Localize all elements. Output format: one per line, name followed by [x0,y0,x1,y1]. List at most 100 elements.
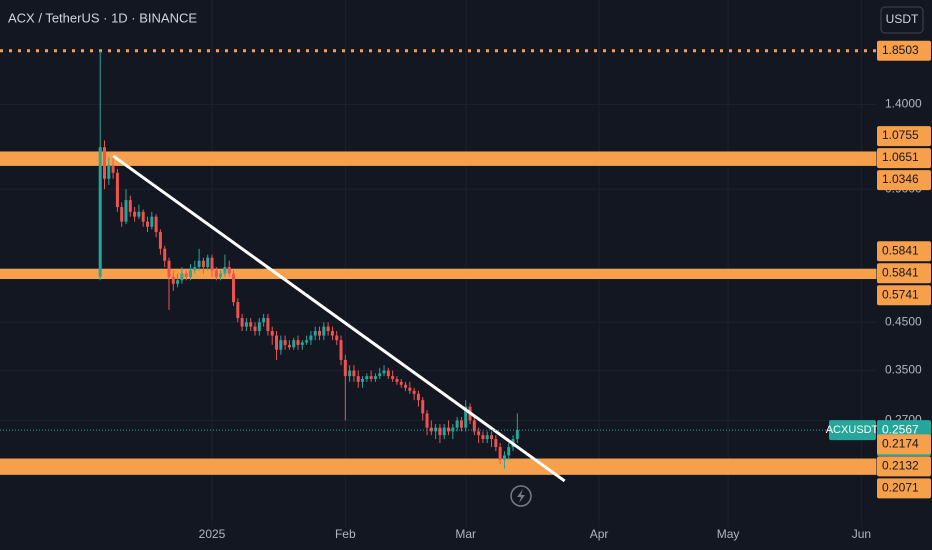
level-label: 1.0651 [882,150,919,164]
icon-circle[interactable] [510,485,532,507]
candle-body [507,447,511,456]
x-tick-label: Mar [455,527,476,541]
candle-body [210,257,214,271]
icon-bolt[interactable] [517,489,525,503]
y-tick-label: 0.4500 [885,314,922,328]
candle-body [352,370,356,377]
candle-body [498,447,502,460]
candle-body [434,427,438,432]
candle-body [189,270,193,277]
level-label: 0.5741 [882,287,919,301]
candle-body [244,322,248,327]
candle-body [438,427,442,436]
candle-body [309,335,313,341]
x-tick-label: May [717,527,740,541]
candle-body [184,273,188,277]
candle-body [115,172,119,208]
candle-body [262,318,266,323]
candle-body [128,200,132,212]
currency-button[interactable] [880,6,924,34]
level-label-box [877,170,931,191]
symbol-label: ACXUSDT [826,424,879,436]
level-label: 0.5841 [882,265,919,279]
level-zone [0,458,877,475]
candle-body [111,165,115,173]
candle-body [257,322,261,332]
candle-body [485,435,489,440]
candle-body [515,430,519,440]
candle-body [167,260,171,277]
currency-label[interactable]: USDT [886,12,919,26]
level-label-box [877,241,931,262]
candle-body [287,344,291,348]
candle-body [378,373,382,377]
symbol-box [829,420,876,441]
candle-body [296,340,300,345]
x-tick-label: Jun [852,527,871,541]
level-zone [0,151,877,166]
level-label: 0.2174 [882,437,919,451]
candle-body [322,326,326,336]
candle-body [326,326,330,332]
candle-body [219,273,223,277]
level-label-box [877,478,931,499]
level-label-box [877,456,931,477]
candle-body [232,273,236,303]
candle-body [266,318,270,332]
candle-body [404,384,408,388]
candle-body [391,376,395,379]
candle-body [494,439,498,448]
candle-body [313,331,317,336]
candle-body [253,326,257,332]
candle-body [447,427,451,432]
candle-body [141,211,145,222]
candle-body [163,248,167,261]
lightning-icon[interactable] [510,485,532,507]
overlay [0,154,876,483]
x-tick-label: Apr [590,527,609,541]
candle-body [146,221,150,227]
candle-body [386,370,390,377]
candle-body [421,400,425,414]
candle-body [305,340,309,343]
candle-body [171,276,175,284]
candle-body [249,322,253,327]
y-tick-label: 1.4000 [885,96,922,110]
candle-body [214,270,218,277]
candle-body [193,267,197,271]
candle-body [339,340,343,360]
candle-body [356,376,360,382]
level-label-box [877,148,931,169]
candle-body [103,147,107,179]
candle-body [416,393,420,401]
zones [0,49,877,475]
candle-body [124,200,128,222]
candle-body [472,420,476,432]
level-label-box [877,40,931,61]
level-label: 1.0755 [882,128,919,142]
candle-body [223,267,227,274]
candle-body [442,427,446,436]
candle-body [279,340,283,350]
candle-body [335,335,339,341]
level-label: 0.2071 [882,481,919,495]
level-label: 1.0346 [882,172,919,186]
candle-body [382,370,386,374]
candle-body [98,147,102,277]
candle-body [395,378,399,382]
candle-body [348,370,352,377]
candles [98,50,519,469]
candle-body [133,211,137,217]
candle-body [373,376,377,379]
candle-body [451,427,455,432]
candle-body [502,455,506,460]
candle-body [399,381,403,385]
candle-body [369,376,373,379]
candle-body [477,431,481,436]
candle-body [455,420,459,428]
candle-body [158,232,162,249]
level-label-box [877,285,931,306]
trend-line [112,154,566,483]
candle-body [206,257,210,268]
